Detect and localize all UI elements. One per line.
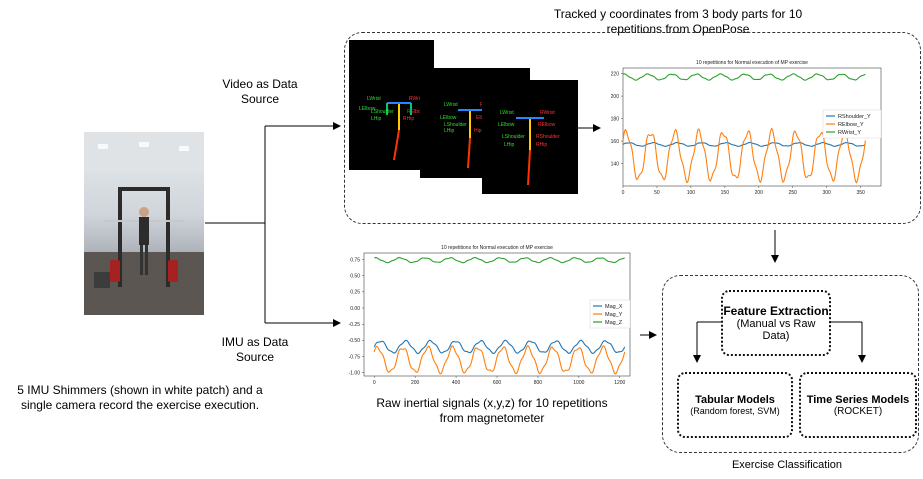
skeleton-label: RWrist	[540, 110, 555, 116]
y-tick-label: 220	[611, 71, 620, 77]
y-tick-label: 0.25	[350, 290, 360, 296]
skeleton-1: LWrist LElbow LShoulder LHip RWrist RElb…	[359, 96, 425, 161]
legend-label: Mag_Y	[605, 312, 623, 318]
gym-rack-illustration	[84, 132, 204, 315]
y-tick-label: 0.75	[350, 257, 360, 263]
skeleton-label: RHip	[536, 142, 547, 148]
imu-source-label: IMU as Data Source	[221, 335, 289, 364]
x-tick-label: 350	[856, 190, 865, 196]
skeleton-label: LElbow	[359, 106, 376, 112]
openpose-frame-3: LWrist LElbow LShoulder LHip RWrist RElb…	[482, 80, 578, 194]
ts-sub: (ROCKET)	[833, 405, 883, 417]
imu-chart: 10 repetitions for Normal execution of M…	[342, 242, 638, 393]
y-tick-label: 0.50	[350, 273, 360, 279]
skeleton-label: LShoulder	[502, 134, 525, 140]
series-line	[373, 344, 626, 375]
skeleton-label: RElbow	[407, 109, 425, 115]
legend-label: RElbow_Y	[838, 122, 864, 128]
chart-title: 10 repetitions for Normal execution of M…	[696, 60, 808, 66]
y-tick-label: 160	[611, 139, 620, 145]
time-series-models-box: Time Series Models (ROCKET)	[799, 372, 917, 438]
x-tick-label: 150	[721, 190, 730, 196]
openpose-chart-svg: 10 repetitions for Normal execution of M…	[611, 60, 882, 196]
skeleton-label: LWrist	[444, 102, 458, 108]
legend-label: Mag_Z	[605, 320, 623, 326]
skeleton-3: LWrist LElbow LShoulder LHip RWrist RElb…	[498, 110, 560, 186]
feature-sub: (Manual vs Raw Data)	[736, 318, 816, 342]
y-tick-label: 200	[611, 94, 620, 100]
skeleton-label: RWrist	[409, 96, 424, 102]
x-tick-label: 1000	[573, 380, 584, 386]
chart-title: 10 repetitions for Normal execution of M…	[441, 245, 553, 251]
series-line	[374, 256, 625, 264]
skeleton-label: LElbow	[498, 122, 515, 128]
classification-caption: Exercise Classification	[731, 459, 843, 471]
y-tick-label: -0.50	[349, 338, 361, 344]
x-tick-label: 600	[493, 380, 502, 386]
skeleton-label: RHip	[403, 116, 414, 122]
y-tick-label: -0.25	[349, 322, 361, 328]
x-tick-label: 200	[411, 380, 420, 386]
skeleton-label: RElbow	[538, 122, 556, 128]
imu-caption: Raw inertial signals (x,y,z) for 10 repe…	[376, 396, 608, 425]
series-line	[622, 127, 866, 184]
x-tick-label: 800	[534, 380, 543, 386]
y-tick-label: -0.75	[349, 354, 361, 360]
video-group-box	[344, 32, 921, 224]
legend-label: RShoulder_Y	[838, 114, 871, 120]
series-line	[373, 339, 626, 355]
y-tick-label: 140	[611, 161, 620, 167]
y-tick-label: 180	[611, 116, 620, 122]
exercise-photo	[84, 132, 204, 315]
skeleton-label: LElbow	[440, 115, 457, 121]
openpose-chart: 10 repetitions for Normal execution of M…	[607, 58, 889, 202]
skeleton-label: LWrist	[367, 96, 381, 102]
series-line	[622, 141, 866, 147]
skeleton-label: LWrist	[500, 110, 514, 116]
skeleton-label: Hip	[474, 128, 482, 134]
x-tick-label: 300	[823, 190, 832, 196]
legend-label: Mag_X	[605, 304, 623, 310]
photo-caption: 5 IMU Shimmers (shown in white patch) an…	[17, 383, 263, 412]
ts-title: Time Series Models	[806, 393, 910, 406]
x-tick-label: 0	[622, 190, 625, 196]
tabular-sub: (Random forest, SVM)	[690, 406, 780, 416]
video-source-label: Video as Data Source	[222, 77, 298, 106]
x-tick-label: 50	[654, 190, 660, 196]
x-tick-label: 100	[687, 190, 696, 196]
imu-chart-svg: 10 repetitions for Normal execution of M…	[349, 245, 631, 386]
feature-extraction-box: Feature Extraction (Manual vs Raw Data)	[721, 290, 831, 356]
tabular-title: Tabular Models	[695, 394, 775, 406]
skeleton-label: LHip	[504, 142, 515, 148]
skeleton-label: LHip	[371, 116, 382, 122]
skeleton-label: LShoulder	[371, 109, 394, 115]
openpose-frame-1: LWrist LElbow LShoulder LHip RWrist RElb…	[349, 40, 434, 170]
tabular-models-box: Tabular Models (Random forest, SVM)	[677, 372, 793, 438]
skeleton-label: LShoulder	[444, 122, 467, 128]
series-line	[622, 73, 866, 81]
feature-title: Feature Extraction	[723, 304, 829, 318]
skeleton-label: RShoulder	[536, 134, 560, 140]
y-tick-label: 0.00	[350, 306, 360, 312]
y-tick-label: -1.00	[349, 371, 361, 377]
x-tick-label: 250	[789, 190, 798, 196]
x-tick-label: 0	[373, 380, 376, 386]
classification-group-box	[662, 275, 919, 453]
x-tick-label: 200	[755, 190, 764, 196]
skeleton-label: LHip	[444, 128, 455, 134]
x-tick-label: 400	[452, 380, 461, 386]
x-tick-label: 1200	[614, 380, 625, 386]
legend-label: RWrist_Y	[838, 130, 861, 136]
